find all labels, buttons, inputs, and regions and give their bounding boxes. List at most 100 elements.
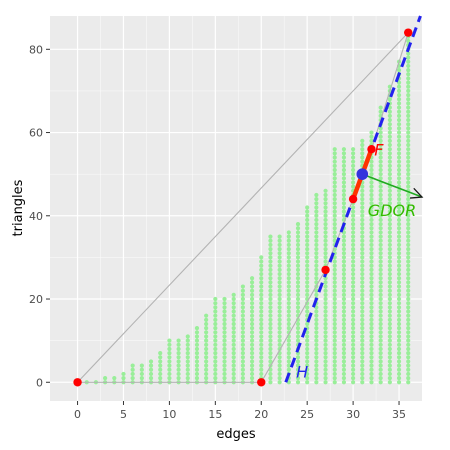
data-point (369, 213, 374, 218)
data-point (369, 197, 374, 202)
data-point (360, 363, 365, 368)
data-point (295, 334, 301, 339)
data-point (231, 305, 236, 310)
data-point (332, 301, 337, 306)
data-point (332, 172, 337, 177)
data-point (369, 188, 374, 193)
data-point (268, 376, 273, 381)
data-point (259, 346, 264, 352)
data-point (406, 317, 411, 322)
data-point (351, 380, 356, 385)
data-point (314, 205, 319, 210)
data-point (139, 371, 144, 377)
data-point (369, 230, 374, 235)
data-point (295, 280, 301, 285)
data-point (406, 338, 411, 343)
data-point (305, 234, 310, 239)
data-point (396, 313, 402, 318)
data-point (406, 88, 411, 94)
data-point (323, 371, 328, 377)
data-point (194, 338, 200, 343)
data-point (351, 222, 356, 227)
data-point (295, 263, 301, 268)
data-point (360, 222, 365, 227)
data-point (249, 301, 255, 306)
data-point (378, 109, 383, 114)
data-point (305, 351, 310, 356)
data-point (351, 284, 356, 289)
data-point (406, 176, 411, 181)
data-point (259, 338, 264, 343)
data-point (277, 242, 282, 248)
data-point (194, 371, 200, 377)
data-point (268, 276, 273, 281)
data-point (378, 263, 383, 268)
data-point (369, 205, 374, 210)
data-point (369, 288, 374, 293)
data-point (323, 230, 328, 235)
data-point (314, 288, 319, 293)
data-point (323, 313, 328, 318)
data-point (387, 109, 392, 114)
data-point (323, 367, 328, 372)
data-point (259, 296, 264, 302)
data-point (406, 159, 411, 164)
data-point (314, 238, 319, 243)
data-point (406, 92, 411, 98)
data-point (231, 330, 236, 335)
data-point (249, 321, 255, 327)
y-tick-label: 20 (29, 293, 43, 306)
data-point (332, 184, 337, 189)
data-point (369, 201, 374, 206)
data-point (286, 251, 291, 256)
data-point (341, 317, 347, 322)
data-point (387, 301, 392, 306)
data-point (231, 292, 236, 297)
data-point (130, 376, 135, 381)
data-point (323, 338, 328, 343)
data-point (286, 367, 291, 372)
data-point (396, 109, 402, 114)
data-point (360, 330, 365, 335)
data-point (231, 334, 236, 339)
data-point (378, 242, 383, 248)
data-point (351, 271, 356, 277)
data-point (194, 367, 200, 372)
data-point (295, 234, 301, 239)
data-point (249, 276, 255, 281)
data-point (222, 346, 227, 352)
data-point (360, 259, 365, 264)
data-point (277, 263, 282, 268)
data-point (185, 351, 190, 356)
data-point (332, 180, 337, 185)
data-point (231, 301, 236, 306)
data-point (351, 151, 356, 156)
data-point (305, 209, 310, 214)
data-point (268, 242, 273, 248)
data-point (130, 363, 135, 368)
data-point (194, 330, 200, 335)
label-f: F (374, 140, 384, 159)
y-axis-title: triangles (11, 179, 26, 236)
data-point (341, 371, 347, 377)
data-point (305, 292, 310, 297)
data-point (332, 305, 337, 310)
data-point (406, 263, 411, 268)
data-point (360, 288, 365, 293)
data-point (406, 321, 411, 327)
data-point (360, 242, 365, 248)
data-point (295, 246, 301, 252)
data-point (351, 342, 356, 347)
data-point (277, 330, 282, 335)
data-point (268, 284, 273, 289)
data-point (378, 167, 383, 173)
data-point (360, 234, 365, 239)
data-point (406, 197, 411, 202)
data-point (268, 309, 273, 314)
data-point (277, 267, 282, 272)
data-point (305, 246, 310, 252)
data-point (406, 367, 411, 372)
data-point (360, 201, 365, 206)
data-point (406, 76, 411, 81)
data-point (259, 292, 264, 297)
